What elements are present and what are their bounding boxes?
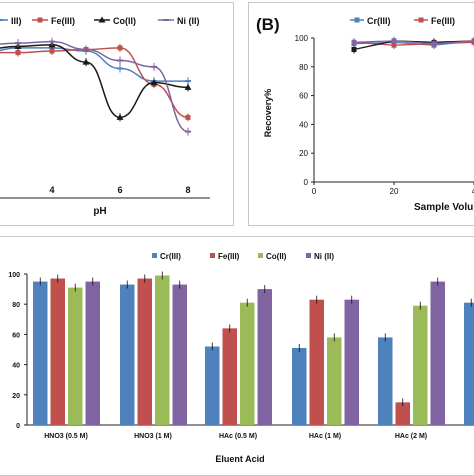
y-tick-label: 40 xyxy=(12,363,20,370)
bar xyxy=(33,282,48,425)
x-tick-label: 20 xyxy=(390,187,399,196)
data-point xyxy=(432,41,437,46)
y-tick-label: 80 xyxy=(12,302,20,309)
data-point xyxy=(186,115,191,120)
legend-marker xyxy=(355,18,360,23)
legend-label: Cr(III) xyxy=(367,16,391,26)
bar xyxy=(86,282,101,425)
x-tick-label: 8 xyxy=(185,185,190,195)
chart-c: 0 20 40 60 80 100 HNO3 (0.5 M) HNO3 (1 M) HAc (… xyxy=(8,252,474,464)
data-point xyxy=(352,47,357,52)
y-tick-label: 100 xyxy=(295,34,309,43)
bar xyxy=(205,346,220,425)
bar xyxy=(51,279,66,425)
data-point xyxy=(117,67,123,69)
legend-label: Co(II) xyxy=(266,252,287,261)
panel-label: (B) xyxy=(256,15,280,34)
bar xyxy=(223,328,238,425)
x-axis-label: Sample Volu xyxy=(414,202,473,213)
y-tick-label: 20 xyxy=(12,393,20,400)
category-label: HAc (1 M) xyxy=(309,433,341,440)
y-axis-label: Recovery% xyxy=(263,89,273,138)
legend-label: Cr(III) xyxy=(160,252,181,261)
bar xyxy=(120,285,135,425)
legend-swatch xyxy=(306,253,311,258)
legend-label: Ni (II) xyxy=(177,16,200,26)
bar xyxy=(378,337,393,425)
category-label: HAc (0.5 M) xyxy=(219,433,257,440)
data-point xyxy=(49,41,55,43)
bar xyxy=(310,300,325,425)
bar xyxy=(431,282,446,425)
legend-label: Co(II) xyxy=(113,16,136,26)
bar xyxy=(464,303,474,425)
data-point xyxy=(352,40,357,45)
data-point xyxy=(50,49,55,54)
chart-b: (B) Recovery% 0204060801000204 Sample Vo… xyxy=(256,15,474,213)
bar xyxy=(155,276,170,425)
bar xyxy=(292,348,307,425)
data-point xyxy=(185,80,191,82)
data-point xyxy=(83,48,89,50)
y-tick-label: 60 xyxy=(299,92,308,101)
x-axis-label: Eluent Acid xyxy=(215,454,264,464)
data-point xyxy=(117,60,123,62)
legend-marker xyxy=(0,19,3,21)
y-tick-label: 0 xyxy=(16,423,20,430)
legend-a: III) Fe(III) Co(II) Ni (II) xyxy=(0,16,200,26)
chart-a: 4 6 8 pH III) Fe(III) Co(II) Ni (II) xyxy=(0,16,210,217)
bar xyxy=(327,337,342,425)
bar xyxy=(413,306,428,425)
legend-label: Fe(III) xyxy=(218,252,240,261)
legend-swatch xyxy=(258,253,263,258)
category-label: HNO3 (0.5 M) xyxy=(44,433,88,440)
legend-label: III) xyxy=(11,16,22,26)
legend-label: Fe(III) xyxy=(431,16,455,26)
x-tick-label: 6 xyxy=(117,185,122,195)
category-label: HAc (2 M) xyxy=(395,433,427,440)
y-tick-label: 40 xyxy=(299,120,308,129)
x-axis-label: pH xyxy=(93,206,106,217)
legend-label: Fe(III) xyxy=(51,16,75,26)
legend-swatch xyxy=(152,253,157,258)
y-tick-label: 80 xyxy=(299,63,308,72)
data-point xyxy=(392,38,397,43)
y-tick-label: 60 xyxy=(12,332,20,339)
category-label: HNO3 (1 M) xyxy=(134,433,172,440)
bar xyxy=(240,303,255,425)
data-point xyxy=(151,66,157,68)
legend-b: Cr(III) Fe(III) xyxy=(350,16,455,26)
data-point xyxy=(16,50,21,55)
x-tick-label: 4 xyxy=(49,185,54,195)
data-point xyxy=(15,42,21,44)
y-tick-label: 0 xyxy=(304,178,309,187)
legend-c: Cr(III) Fe(III) Co(II) Ni (II) xyxy=(152,252,334,261)
bar xyxy=(138,279,153,425)
data-point xyxy=(185,131,191,133)
legend-marker xyxy=(38,18,43,23)
bar xyxy=(345,300,360,425)
legend-marker xyxy=(419,18,424,23)
x-tick-label: 0 xyxy=(312,187,317,196)
y-tick-label: 20 xyxy=(299,149,308,158)
legend-marker xyxy=(163,19,169,21)
data-point xyxy=(118,45,123,50)
y-tick-label: 100 xyxy=(8,272,20,279)
legend-label: Ni (II) xyxy=(314,252,334,261)
bar xyxy=(68,288,83,425)
bar xyxy=(173,285,188,425)
bar xyxy=(258,289,273,425)
legend-swatch xyxy=(210,253,215,258)
